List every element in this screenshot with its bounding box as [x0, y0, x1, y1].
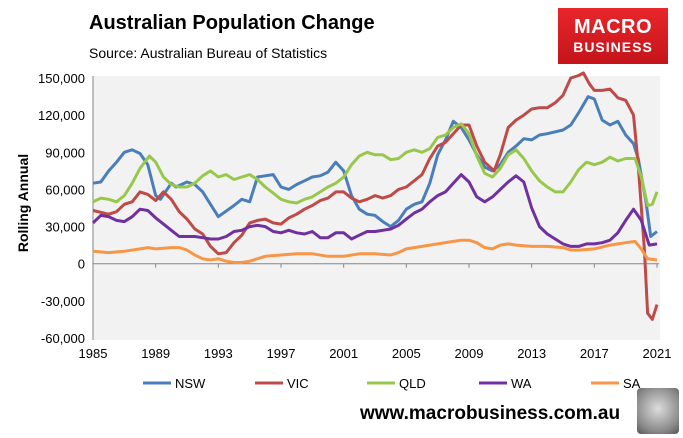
y-tick-label: 60,000	[45, 182, 85, 197]
logo-line1: MACRO	[573, 16, 653, 38]
x-tick-label: 1985	[79, 346, 108, 361]
x-tick-label: 2021	[643, 346, 672, 361]
y-tick-label: 150,000	[38, 71, 85, 86]
legend-label-wa: WA	[511, 376, 532, 391]
x-tick-label: 1989	[141, 346, 170, 361]
series-line-sa	[92, 238, 658, 264]
series-line-vic	[92, 71, 659, 321]
y-tick-label: 0	[78, 257, 85, 272]
legend-label-vic: VIC	[287, 376, 309, 391]
series-line-nsw	[92, 95, 658, 238]
x-tick-label: 2009	[455, 346, 484, 361]
x-tick-label: 2017	[580, 346, 609, 361]
legend-label-sa: SA	[623, 376, 641, 391]
y-tick-label: 90,000	[45, 145, 85, 160]
series-line-wa	[91, 173, 658, 248]
y-tick-label: 30,000	[45, 220, 85, 235]
wolf-logo-image	[637, 388, 679, 434]
y-tick-label: 120,000	[38, 108, 85, 123]
chart-title: Australian Population Change	[89, 12, 375, 34]
y-tick-label: -60,000	[41, 331, 85, 346]
x-tick-label: 2005	[392, 346, 421, 361]
logo-line2: BUSINESS	[573, 39, 653, 55]
x-tick-label: 1997	[267, 346, 296, 361]
y-tick-label: -30,000	[41, 294, 85, 309]
series-line-qld	[92, 122, 659, 207]
x-tick-label: 1993	[204, 346, 233, 361]
chart-subtitle: Source: Australian Bureau of Statistics	[89, 45, 328, 61]
legend-label-nsw: NSW	[175, 376, 206, 391]
macrobusiness-logo: MACRO BUSINESS	[558, 8, 668, 64]
plot-area	[93, 76, 660, 340]
legend-label-qld: QLD	[399, 376, 426, 391]
x-tick-label: 2001	[329, 346, 358, 361]
footer-url: www.macrobusiness.com.au	[360, 403, 621, 424]
x-tick-label: 2013	[517, 346, 546, 361]
